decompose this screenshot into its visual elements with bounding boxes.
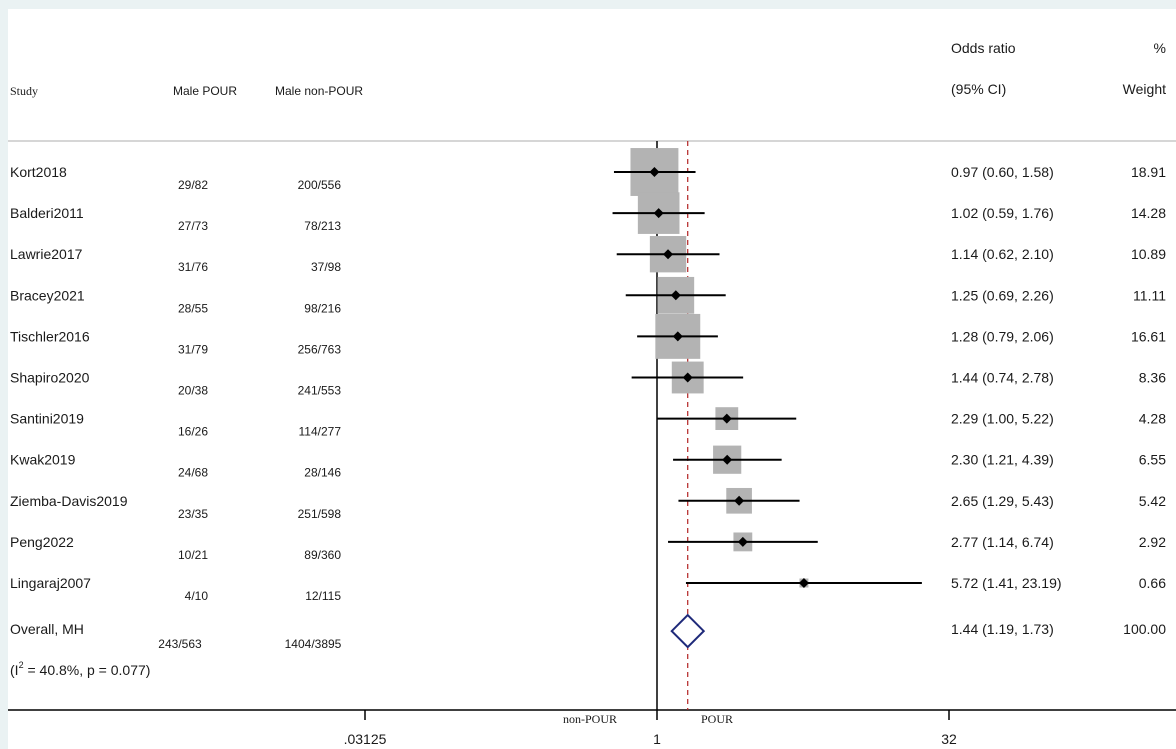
header-weight: Weight [1123,81,1166,97]
ci-text: 5.72 (1.41, 23.19) [951,575,1062,591]
study-name: Kwak2019 [10,452,76,468]
male-non-pour-count: 251/598 [298,507,342,521]
male-non-pour-count: 241/553 [298,384,342,398]
male-non-pour-count: 114/277 [299,425,342,439]
male-pour-count: 10/21 [178,548,208,562]
ci-text: 1.44 (0.74, 2.78) [951,370,1054,386]
overall-diamond-group [670,613,706,649]
weight-value: 0.66 [1139,575,1166,591]
study-name: Peng2022 [10,534,74,550]
study-name: Santini2019 [10,411,84,427]
overall-male-non-pour: 1404/3895 [285,637,342,651]
weight-value: 14.28 [1131,205,1166,221]
male-pour-count: 28/55 [178,301,208,315]
heterogeneity-sup: 2 [19,660,24,670]
study-name: Bracey2021 [10,287,85,303]
male-non-pour-count: 256/763 [298,342,342,356]
male-non-pour-count: 12/115 [305,589,341,603]
header-study: Study [10,84,38,98]
male-pour-count: 31/76 [178,260,208,274]
ci-text: 2.77 (1.14, 6.74) [951,534,1054,550]
weight-value: 18.91 [1131,164,1166,180]
ci-text: 0.97 (0.60, 1.58) [951,164,1054,180]
male-pour-count: 27/73 [178,219,208,233]
ci-text: 1.25 (0.69, 2.26) [951,287,1054,303]
weight-value: 11.11 [1133,287,1166,303]
ci-text: 2.30 (1.21, 4.39) [951,452,1054,468]
male-pour-count: 29/82 [178,178,208,192]
male-non-pour-count: 98/216 [304,301,341,315]
weight-value: 2.92 [1139,534,1166,550]
weight-value: 5.42 [1139,493,1166,509]
point-estimate [672,331,683,342]
favors-left-label: non-POUR [563,712,617,726]
x-tick-label: .03125 [344,731,387,747]
ci-text: 2.65 (1.29, 5.43) [951,493,1054,509]
header-percent: % [1154,40,1166,56]
male-pour-count: 4/10 [185,589,209,603]
overall-male-pour: 243/563 [158,637,202,651]
point-estimate [663,249,674,260]
study-name: Kort2018 [10,164,67,180]
forest-plot: Study Male POUR Male non-POUR Odds ratio… [8,40,1176,747]
male-non-pour-count: 28/146 [304,466,341,480]
reference-lines [656,141,689,710]
point-estimate [670,290,681,301]
point-estimate [682,372,693,383]
weight-value: 10.89 [1131,246,1166,262]
study-name: Balderi2011 [10,205,84,221]
point-estimate [798,578,809,588]
point-estimates [649,167,809,588]
x-tick-label: 32 [941,731,957,747]
male-pour-count: 16/26 [178,425,208,439]
study-name: Lawrie2017 [10,246,83,262]
forest-plot-panel: Study Male POUR Male non-POUR Odds ratio… [8,9,1176,749]
x-axis-ticks: .03125 1 32 [344,710,957,747]
x-tick-label: 1 [653,731,661,747]
male-pour-count: 31/79 [178,342,208,356]
ci-text: 1.14 (0.62, 2.10) [951,246,1054,262]
heterogeneity-label: (I2 = 40.8%, p = 0.077) [10,660,150,678]
study-name: Tischler2016 [10,328,90,344]
header-male-non-pour: Male non-POUR [275,84,363,98]
overall-diamond [670,613,706,649]
point-estimate [653,208,664,219]
point-estimate [722,454,733,465]
point-estimate [734,495,745,506]
male-non-pour-count: 78/213 [304,219,341,233]
weight-value: 16.61 [1131,328,1166,344]
point-estimate [737,536,748,547]
study-name: Shapiro2020 [10,370,90,386]
weight-value: 8.36 [1139,370,1166,386]
heterogeneity-suffix: = 40.8%, p = 0.077) [24,662,151,678]
favors-right-label: POUR [701,712,733,726]
ci-text: 2.29 (1.00, 5.22) [951,411,1054,427]
male-non-pour-count: 37/98 [311,260,341,274]
study-labels: Kort2018 29/82 200/556 0.97 (0.60, 1.58) 18.… [10,164,1166,603]
overall-weight: 100.00 [1123,621,1166,637]
point-estimate [649,167,660,177]
study-name: Ziemba-Davis2019 [10,493,128,509]
header-ci: (95% CI) [951,81,1006,97]
ci-text: 1.28 (0.79, 2.06) [951,328,1054,344]
header-odds-ratio: Odds ratio [951,40,1016,56]
heterogeneity-prefix: (I [10,662,19,678]
ci-text: 1.02 (0.59, 1.76) [951,205,1054,221]
header-male-pour: Male POUR [173,84,237,98]
weight-value: 4.28 [1139,411,1166,427]
male-non-pour-count: 200/556 [298,178,342,192]
overall-ci-text: 1.44 (1.19, 1.73) [951,621,1054,637]
male-pour-count: 20/38 [178,384,208,398]
weight-value: 6.55 [1139,452,1166,468]
study-name: Lingaraj2007 [10,575,91,591]
male-pour-count: 24/68 [178,466,208,480]
overall-label: Overall, MH [10,621,84,637]
point-estimate [721,413,732,424]
male-non-pour-count: 89/360 [304,548,341,562]
male-pour-count: 23/35 [178,507,208,521]
